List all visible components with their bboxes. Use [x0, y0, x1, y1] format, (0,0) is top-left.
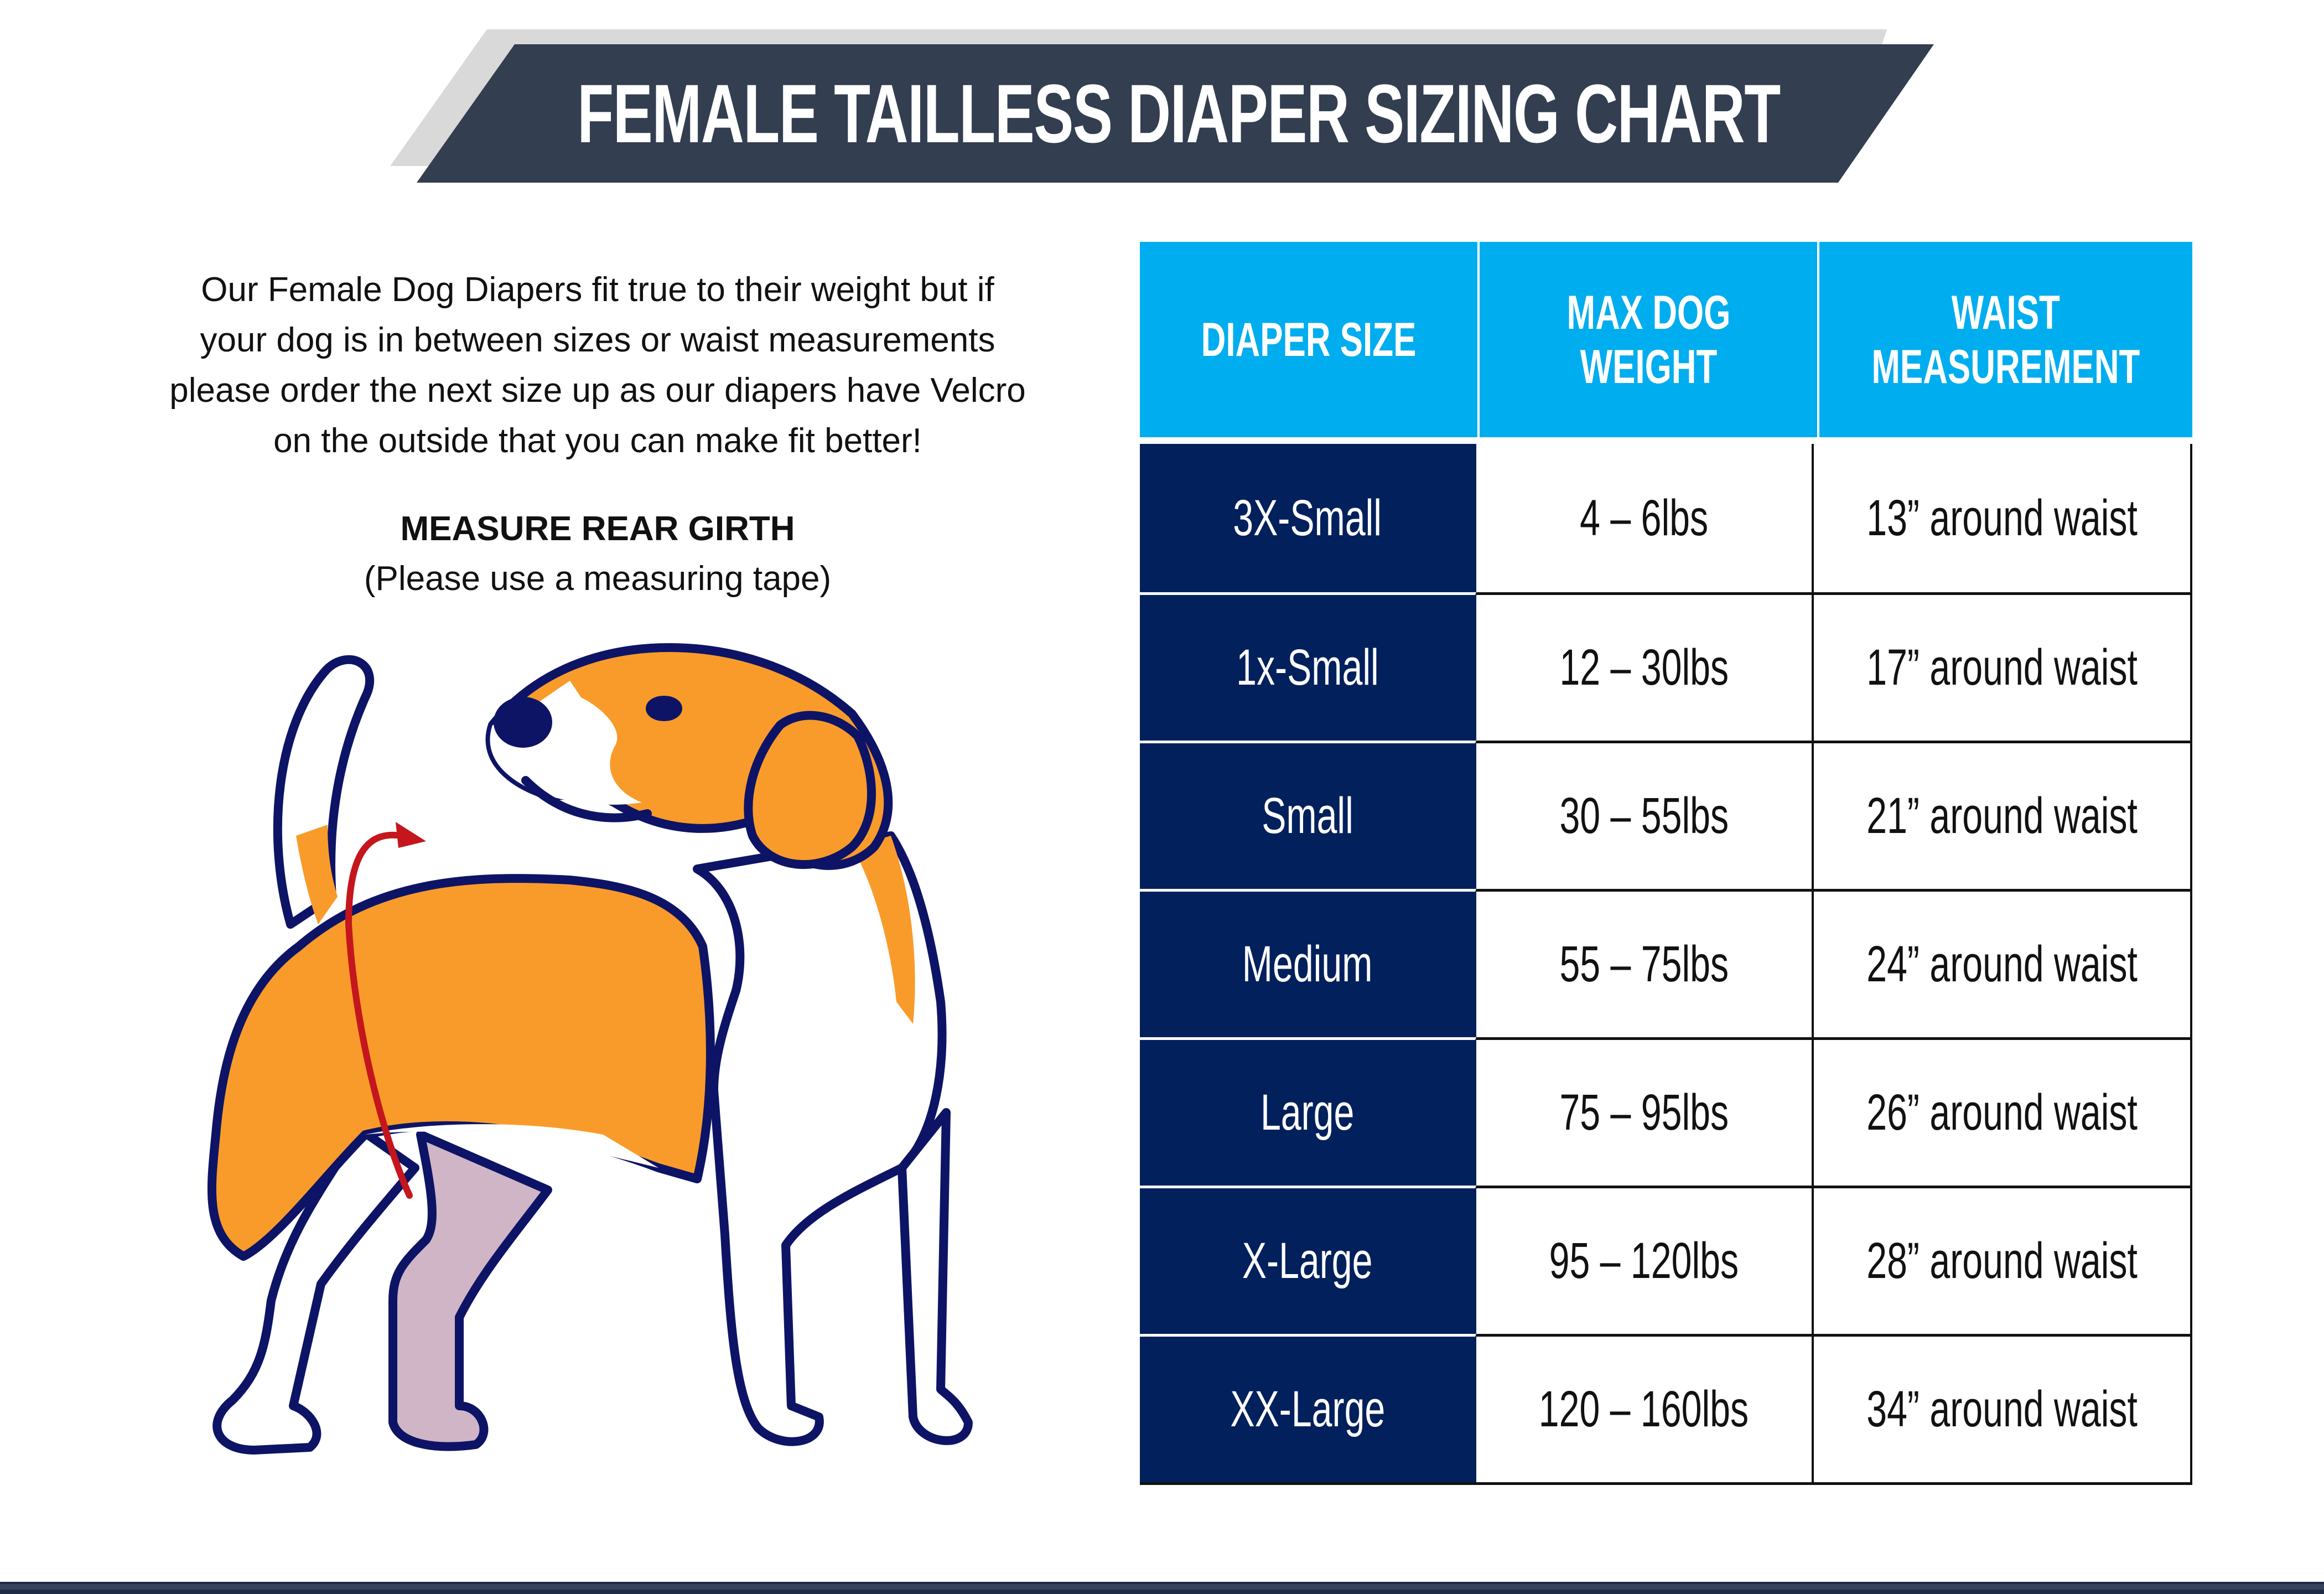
cell-size: Medium [1140, 889, 1476, 1037]
arrow-head-icon [396, 822, 426, 848]
beagle-icon [207, 643, 973, 1455]
intro-line: please order the next size up as our dia… [169, 371, 1026, 410]
cell-weight: 55 – 75lbs [1476, 889, 1814, 1037]
cell-waist: 17” around waist [1813, 592, 2193, 741]
cell-size: 1x-Small [1140, 592, 1476, 741]
cell-size: Large [1140, 1037, 1476, 1186]
table-row: Large 75 – 95lbs 26” around waist [1140, 1037, 2193, 1186]
cell-waist: 24” around waist [1813, 889, 2193, 1037]
cell-weight: 120 – 160lbs [1476, 1334, 1814, 1482]
footer-bar [0, 1582, 2324, 1594]
cell-waist: 13” around waist [1813, 444, 2193, 592]
table-row: X-Large 95 – 120lbs 28” around waist [1140, 1186, 2193, 1334]
cell-weight: 12 – 30lbs [1476, 592, 1814, 741]
cell-weight: 30 – 55lbs [1476, 741, 1814, 889]
sizing-table: DIAPER SIZE MAX DOG WEIGHT WAIST MEASURE… [1140, 242, 2193, 1485]
cell-size: Small [1140, 741, 1476, 889]
cell-weight: 95 – 120lbs [1476, 1186, 1814, 1334]
table-row: 3X-Small 4 – 6lbs 13” around waist [1140, 444, 2193, 592]
dog-illustration [183, 636, 979, 1500]
title-banner: FEMALE TAILLESS DIAPER SIZING CHART [0, 0, 2324, 199]
table-header: DIAPER SIZE MAX DOG WEIGHT WAIST MEASURE… [1140, 242, 2192, 437]
table-row: Small 30 – 55lbs 21” around waist [1140, 741, 2193, 889]
cell-waist: 34” around waist [1813, 1334, 2193, 1482]
table-row: 1x-Small 12 – 30lbs 17” around waist [1140, 592, 2193, 741]
cell-waist: 26” around waist [1813, 1037, 2193, 1186]
cell-waist: 21” around waist [1813, 741, 2193, 889]
cell-waist: 28” around waist [1813, 1186, 2193, 1334]
cell-weight: 4 – 6lbs [1476, 444, 1814, 592]
table-row: XX-Large 120 – 160lbs 34” around waist [1140, 1334, 2193, 1482]
column-header-max-dog-weight: MAX DOG WEIGHT [1480, 242, 1820, 437]
column-header-waist-measurement: WAIST MEASUREMENT [1871, 286, 2140, 394]
measure-subtext: (Please use a measuring tape) [364, 560, 832, 598]
intro-line: Our Female Dog Diapers fit true to their… [201, 271, 994, 309]
page-title: FEMALE TAILLESS DIAPER SIZING CHART [577, 66, 1781, 160]
intro-text: Our Female Dog Diapers fit true to their… [105, 265, 1090, 466]
cell-weight: 75 – 95lbs [1476, 1037, 1814, 1186]
measuring-arrow-icon [345, 831, 413, 1199]
intro-line: your dog is in between sizes or waist me… [200, 321, 995, 359]
table-row: Medium 55 – 75lbs 24” around waist [1140, 889, 2193, 1037]
cell-size: 3X-Small [1140, 444, 1476, 592]
column-header-diaper-size: DIAPER SIZE [1140, 242, 1480, 437]
table-body: 3X-Small 4 – 6lbs 13” around waist 1x-Sm… [1140, 444, 2193, 1485]
cell-size: XX-Large [1140, 1334, 1476, 1482]
cell-size: X-Large [1140, 1186, 1476, 1334]
banner-shape [390, 29, 1934, 183]
intro-line: on the outside that you can make fit bet… [273, 422, 922, 460]
measure-heading: MEASURE REAR GIRTH [400, 510, 795, 548]
